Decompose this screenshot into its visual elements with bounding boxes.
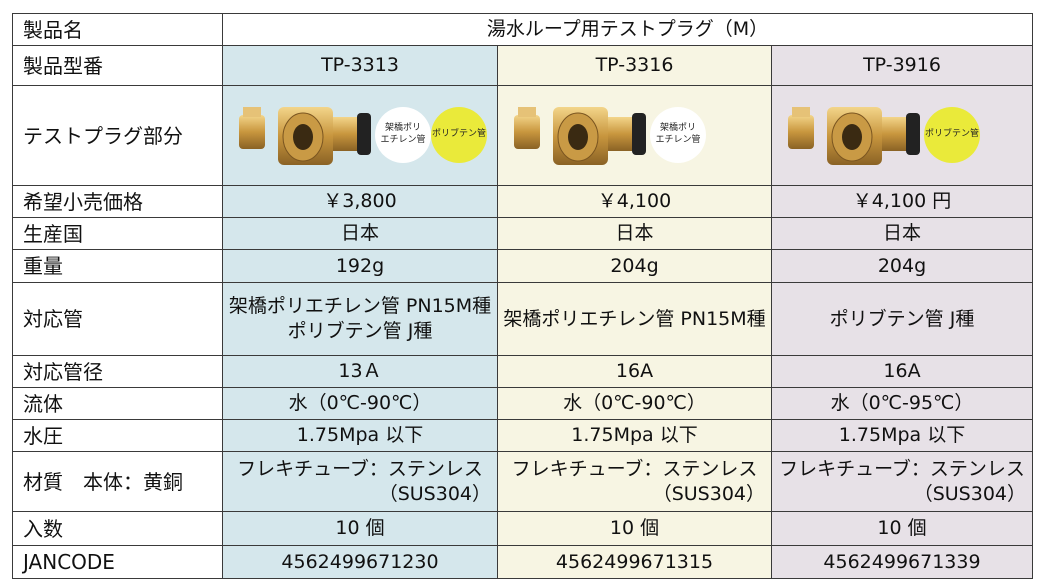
cell: 204g (771, 249, 1033, 283)
spec-table-wrap: 製品名 湯水ループ用テストプラグ（M） 製品型番 TP-3313 TP-3316 TP… (12, 13, 1033, 579)
row-label: テストプラグ部分 (12, 85, 223, 186)
cell: 架橋ポリエチレン管 PN15M種 (497, 282, 772, 356)
cell: ￥3,800 (222, 185, 498, 218)
table-row: 流体 水（0℃-90℃） 水（0℃-90℃） 水（0℃-95℃） (12, 387, 1033, 420)
header-value: 湯水ループ用テストプラグ（M） (222, 13, 1033, 46)
cell-line: フレキチューブ：ステンレス (237, 457, 483, 480)
table-row: 生産国 日本 日本 日本 (12, 217, 1033, 250)
cell: 13Ａ (222, 355, 498, 388)
cell: 10 個 (222, 511, 498, 546)
cell: 16A (771, 355, 1033, 388)
cell: 水（0℃-90℃） (222, 387, 498, 420)
table-row: テストプラグ部分 架橋ポリ エチレン管 ポリブテン管 架橋ポリ エチレン管 ポリブ… (12, 85, 1033, 186)
header-label: 製品名 (12, 13, 223, 46)
cell: フレキチューブ：ステンレス （SUS304） (497, 451, 772, 512)
cell: 架橋ポリ エチレン管 (497, 85, 772, 186)
photo-area: ポリブテン管 (774, 87, 1030, 185)
cell-line: フレキチューブ：ステンレス (511, 457, 758, 480)
row-label: JANCODE (12, 545, 223, 579)
cell: TP-3316 (497, 45, 772, 86)
photo-area: 架橋ポリ エチレン管 ポリブテン管 (225, 87, 495, 185)
fitting-photo (514, 106, 646, 165)
pipe-badge: 架橋ポリ エチレン管 (650, 106, 706, 163)
cell: 1.75Mpa 以下 (497, 419, 772, 452)
row-label: 材質 本体：黄銅 (12, 451, 223, 512)
pipe-badge: ポリブテン管 (924, 106, 980, 163)
cell-line: （SUS304） (652, 482, 765, 505)
fitting-photo (788, 106, 920, 165)
row-label: 製品型番 (12, 45, 223, 86)
cell: 4562499671339 (771, 545, 1033, 579)
cell-line: （SUS304） (913, 482, 1026, 505)
cell: 水（0℃-90℃） (497, 387, 772, 420)
cell: 204g (497, 249, 772, 283)
cell: ポリブテン管 J種 (771, 282, 1033, 356)
cell-line: 架橋ポリエチレン管 PN15M種 (228, 295, 492, 318)
cell: 10 個 (497, 511, 772, 546)
cell: 日本 (222, 217, 498, 250)
table-row: 材質 本体：黄銅 フレキチューブ：ステンレス （SUS304） フレキチューブ：ステン… (12, 451, 1033, 512)
row-label: 重量 (12, 249, 223, 283)
cell: 架橋ポリ エチレン管 ポリブテン管 (222, 85, 498, 186)
cell: ￥4,100 (497, 185, 772, 218)
pipe-badge: ポリブテン管 (431, 106, 487, 163)
cell: フレキチューブ：ステンレス （SUS304） (771, 451, 1033, 512)
cell: 水（0℃-95℃） (771, 387, 1033, 420)
cell-line: （SUS304） (378, 482, 491, 505)
cell: 1.75Mpa 以下 (222, 419, 498, 452)
cell: TP-3313 (222, 45, 498, 86)
row-label: 対応管径 (12, 355, 223, 388)
cell: フレキチューブ：ステンレス （SUS304） (222, 451, 498, 512)
cell: 架橋ポリエチレン管 PN15M種 ポリブテン管 J種 (222, 282, 498, 356)
cell-line: ポリブテン管 J種 (287, 320, 433, 342)
table-row: 希望小売価格 ￥3,800 ￥4,100 ￥4,100 円 (12, 185, 1033, 218)
pipe-badge: 架橋ポリ エチレン管 (375, 106, 431, 163)
row-label: 対応管 (12, 282, 223, 356)
cell: 16A (497, 355, 772, 388)
cell: 1.75Mpa 以下 (771, 419, 1033, 452)
spec-table: 製品名 湯水ループ用テストプラグ（M） 製品型番 TP-3313 TP-3316 TP… (12, 13, 1033, 579)
table-row: 入数 10 個 10 個 10 個 (12, 511, 1033, 546)
table-row: 製品型番 TP-3313 TP-3316 TP-3916 (12, 45, 1033, 86)
row-label: 入数 (12, 511, 223, 546)
row-label: 流体 (12, 387, 223, 420)
cell: TP-3916 (771, 45, 1033, 86)
row-label: 希望小売価格 (12, 185, 223, 218)
table-row: 重量 192g 204g 204g (12, 249, 1033, 283)
cell: 日本 (497, 217, 772, 250)
cell: 192g (222, 249, 498, 283)
header-row: 製品名 湯水ループ用テストプラグ（M） (12, 13, 1033, 46)
row-label: 水圧 (12, 419, 223, 452)
row-label: 生産国 (12, 217, 223, 250)
table-row: 対応管 架橋ポリエチレン管 PN15M種 ポリブテン管 J種 架橋ポリエチレン管 PN… (12, 282, 1033, 356)
cell: ￥4,100 円 (771, 185, 1033, 218)
table-row: 水圧 1.75Mpa 以下 1.75Mpa 以下 1.75Mpa 以下 (12, 419, 1033, 452)
photo-area: 架橋ポリ エチレン管 (500, 87, 769, 185)
cell: 日本 (771, 217, 1033, 250)
cell-line: フレキチューブ：ステンレス (779, 457, 1025, 480)
table-row: JANCODE 4562499671230 4562499671315 4562499… (12, 545, 1033, 579)
fitting-photo (239, 106, 371, 165)
cell: 10 個 (771, 511, 1033, 546)
cell: 4562499671315 (497, 545, 772, 579)
cell: 4562499671230 (222, 545, 498, 579)
table-row: 対応管径 13Ａ 16A 16A (12, 355, 1033, 388)
cell: ポリブテン管 (771, 85, 1033, 186)
